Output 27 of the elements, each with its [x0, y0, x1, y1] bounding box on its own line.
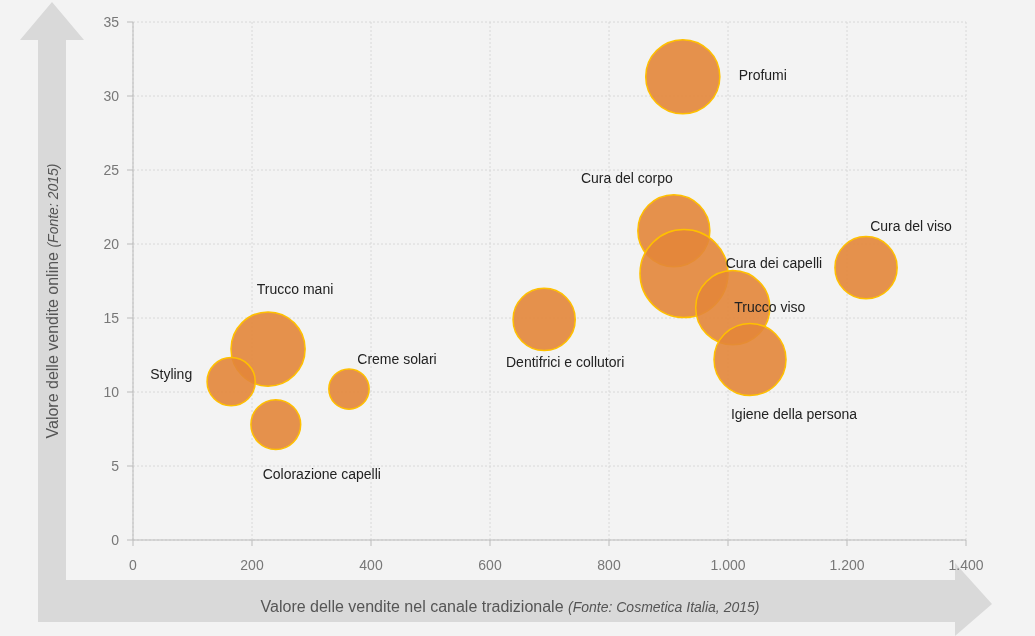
- y-tick-label: 5: [111, 458, 120, 474]
- x-tick-label: 1.200: [829, 557, 865, 573]
- x-axis-title: Valore delle vendite nel canale tradizionale (Fonte: Cosmetica Italia, 2015): [260, 598, 760, 615]
- series-label: Dentifrici e collutori: [506, 354, 625, 371]
- series-label: Creme solari: [357, 351, 437, 368]
- x-tick-label: 200: [240, 557, 264, 573]
- series-label: Styling: [150, 365, 193, 382]
- y-tick-label: 30: [103, 88, 120, 104]
- y-tick-label: 25: [103, 162, 120, 178]
- y-tick-label: 0: [111, 532, 120, 548]
- x-tick-label: 0: [129, 557, 138, 573]
- y-axis-title: Valore delle vendite online (Fonte: 2015): [44, 163, 61, 439]
- y-tick-label: 15: [103, 310, 120, 326]
- x-tick-label: 1.000: [710, 557, 746, 573]
- y-tick-label: 35: [103, 14, 120, 30]
- series-label: Colorazione capelli: [262, 465, 381, 482]
- x-tick-label: 600: [478, 557, 502, 573]
- series-label: Profumi: [738, 66, 787, 83]
- series-label: Trucco mani: [256, 281, 334, 298]
- series-label: Igiene della persona: [730, 406, 858, 423]
- series-label: Cura del corpo: [580, 169, 673, 186]
- y-tick-label: 20: [103, 236, 120, 252]
- series-label: Cura del viso: [870, 217, 953, 234]
- x-tick-label: 1.400: [948, 557, 984, 573]
- x-tick-label: 400: [359, 557, 383, 573]
- x-tick-label: 800: [597, 557, 621, 573]
- y-tick-label: 10: [103, 384, 120, 400]
